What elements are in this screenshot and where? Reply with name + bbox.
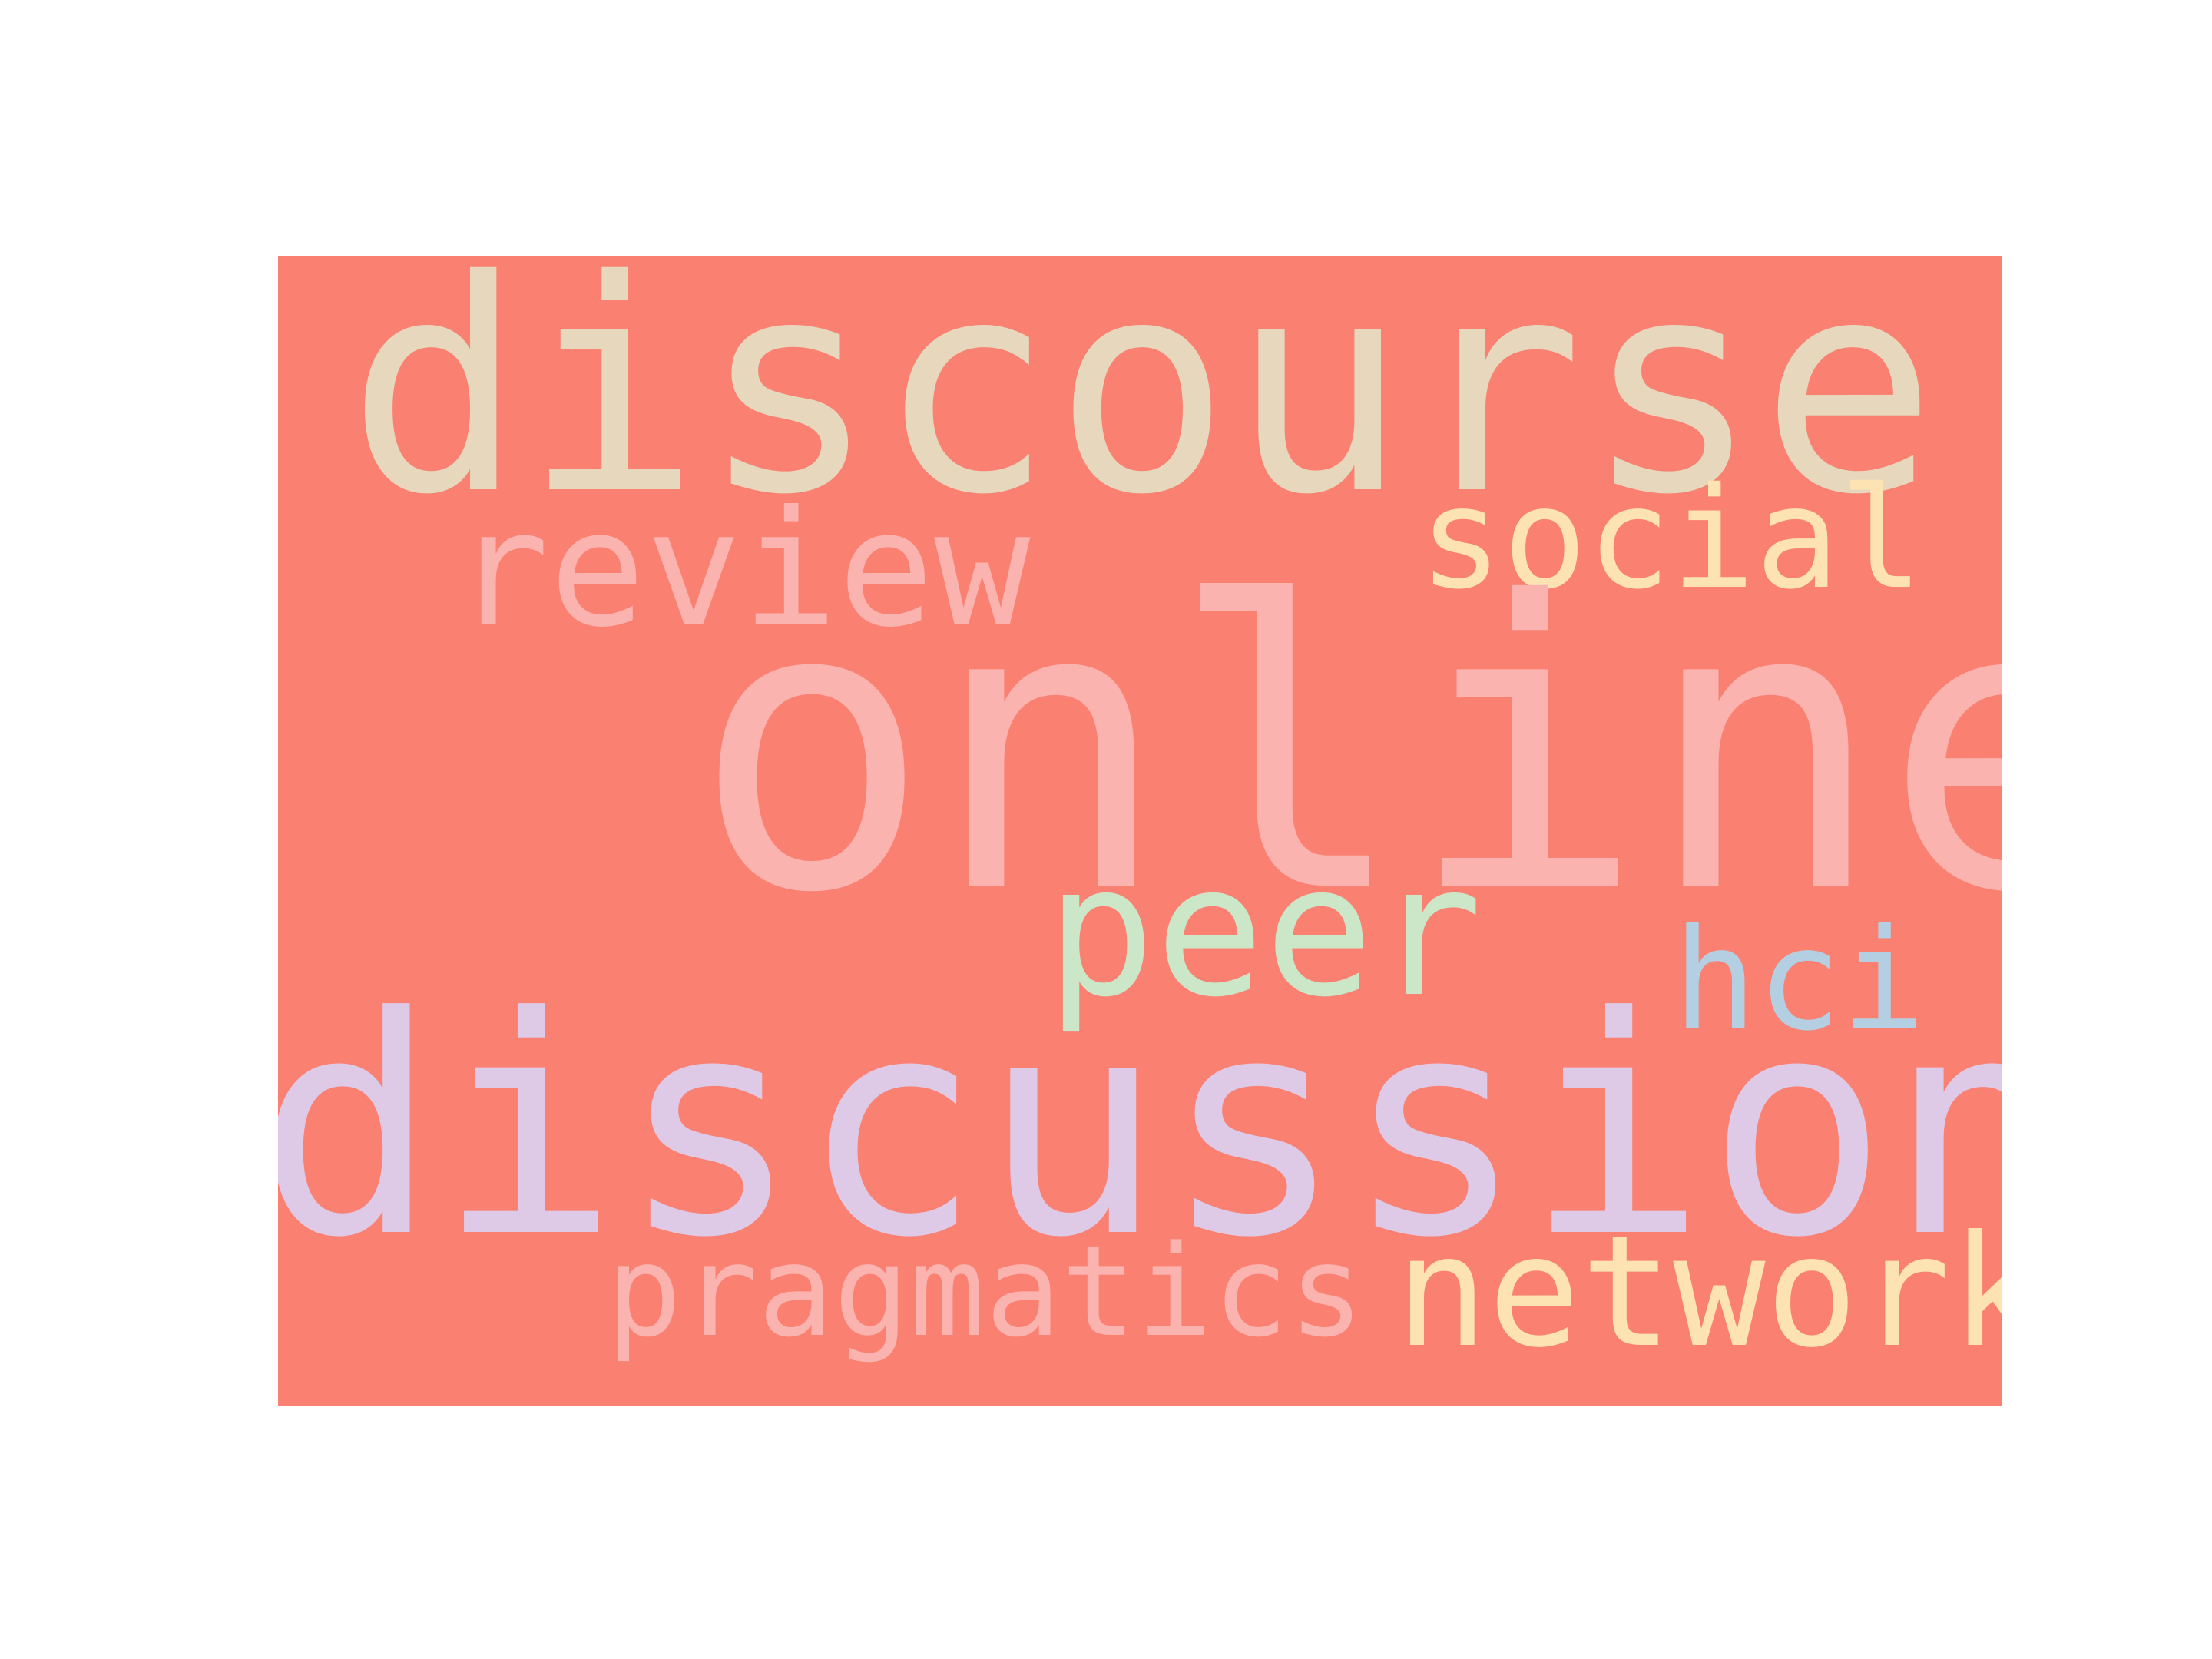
word-discussion: discussion [278,953,2002,1303]
word-review: review [453,477,1031,663]
word-discourse: discourse [347,256,1937,559]
word-online: online [693,519,2002,979]
word-cloud-panel: discourse review social online peer hci … [278,256,2002,1406]
word-peer: peer [1046,826,1483,1037]
word-network: network [1396,1203,2002,1382]
word-pragmatics: pragmatics [606,1218,1365,1365]
word-social: social [1419,457,1924,620]
word-hci: hci [1673,899,1926,1061]
